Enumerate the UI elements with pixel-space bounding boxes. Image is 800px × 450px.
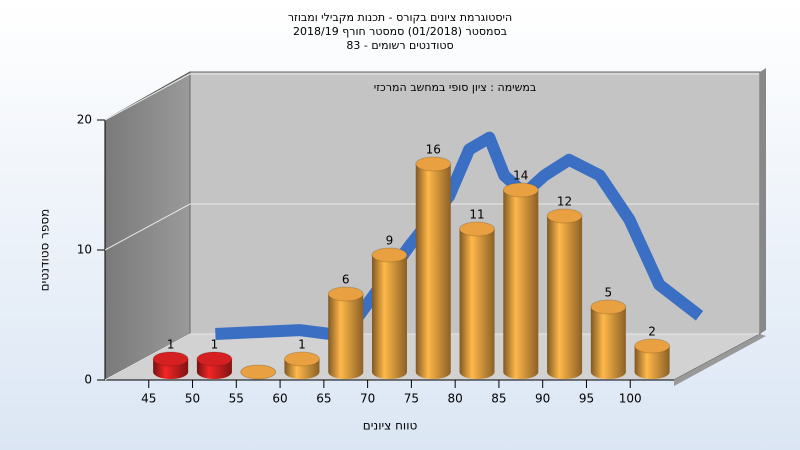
bar bbox=[459, 221, 496, 379]
y-axis-label: מספר סטודנטים bbox=[38, 209, 52, 292]
y-tick-label: 0 bbox=[84, 373, 92, 387]
bar-top bbox=[459, 221, 496, 237]
bar bbox=[152, 351, 189, 379]
bar-top bbox=[196, 351, 233, 367]
bar bbox=[546, 208, 583, 379]
value-label: 16 bbox=[426, 143, 441, 157]
bar-top bbox=[502, 182, 539, 198]
bar bbox=[283, 351, 320, 379]
value-label: 1 bbox=[211, 338, 219, 352]
left-wall bbox=[104, 71, 191, 381]
bar-top bbox=[240, 364, 277, 380]
bar bbox=[502, 182, 539, 379]
bar bbox=[590, 299, 627, 379]
grid-line bbox=[104, 73, 759, 121]
title-line: בסמסטר (01/2018) סמסטר חורף 2018/19 bbox=[293, 25, 507, 38]
bar-body bbox=[547, 216, 583, 372]
x-axis-label: טווח ציונים bbox=[363, 419, 418, 433]
bar-top bbox=[546, 208, 583, 224]
bar-body bbox=[590, 307, 626, 372]
x-tick-label: 80 bbox=[448, 392, 463, 406]
x-tick-label: 50 bbox=[185, 392, 200, 406]
annotation: במשימה : ציון סופי במחשב המרכזי bbox=[374, 81, 537, 94]
x-tick-label: 55 bbox=[229, 392, 244, 406]
x-tick-label: 85 bbox=[491, 392, 506, 406]
title-line: סטודנטים רשומים - 83 bbox=[346, 39, 453, 52]
value-label: 6 bbox=[342, 273, 350, 287]
x-tick-label: 75 bbox=[404, 392, 419, 406]
value-label: 1 bbox=[167, 338, 175, 352]
bar bbox=[327, 286, 364, 379]
value-label: 5 bbox=[605, 286, 613, 300]
value-label: 11 bbox=[469, 208, 484, 222]
x-tick-label: 95 bbox=[579, 392, 594, 406]
bar-body bbox=[503, 190, 539, 372]
x-tick-label: 100 bbox=[619, 392, 642, 406]
x-tick-label: 60 bbox=[272, 392, 287, 406]
bar-top bbox=[371, 247, 408, 263]
bar bbox=[196, 351, 233, 379]
bar-top bbox=[152, 351, 189, 367]
x-tick-label: 90 bbox=[535, 392, 550, 406]
bar-top bbox=[415, 156, 452, 172]
y-tick-label: 20 bbox=[77, 113, 92, 127]
bar-body bbox=[371, 255, 408, 372]
bar bbox=[415, 156, 452, 379]
bar bbox=[240, 364, 277, 380]
floor-edge bbox=[674, 334, 766, 386]
value-label: 12 bbox=[557, 195, 572, 209]
x-tick-label: 70 bbox=[360, 392, 375, 406]
bar bbox=[634, 338, 671, 379]
bar-body bbox=[459, 229, 495, 372]
bar-top bbox=[327, 286, 364, 302]
bar bbox=[371, 247, 408, 379]
value-label: 9 bbox=[386, 234, 394, 248]
titles: היסטוגרמת ציונים בקורס - תכנות מקבילי ומ… bbox=[288, 11, 512, 52]
bar-top bbox=[283, 351, 320, 367]
x-tick-label: 45 bbox=[141, 392, 156, 406]
wall-edge bbox=[760, 68, 766, 334]
value-label: 2 bbox=[648, 325, 656, 339]
y-tick-label: 10 bbox=[77, 243, 92, 257]
bar-top bbox=[590, 299, 627, 315]
bar-body bbox=[415, 164, 451, 372]
grid-line bbox=[104, 203, 759, 251]
title-line: היסטוגרמת ציונים בקורס - תכנות מקבילי ומ… bbox=[288, 11, 512, 24]
value-label: 1 bbox=[298, 338, 306, 352]
bar-body bbox=[328, 294, 364, 372]
value-label: 14 bbox=[513, 169, 528, 183]
bar-top bbox=[634, 338, 671, 354]
x-tick-label: 65 bbox=[316, 392, 331, 406]
